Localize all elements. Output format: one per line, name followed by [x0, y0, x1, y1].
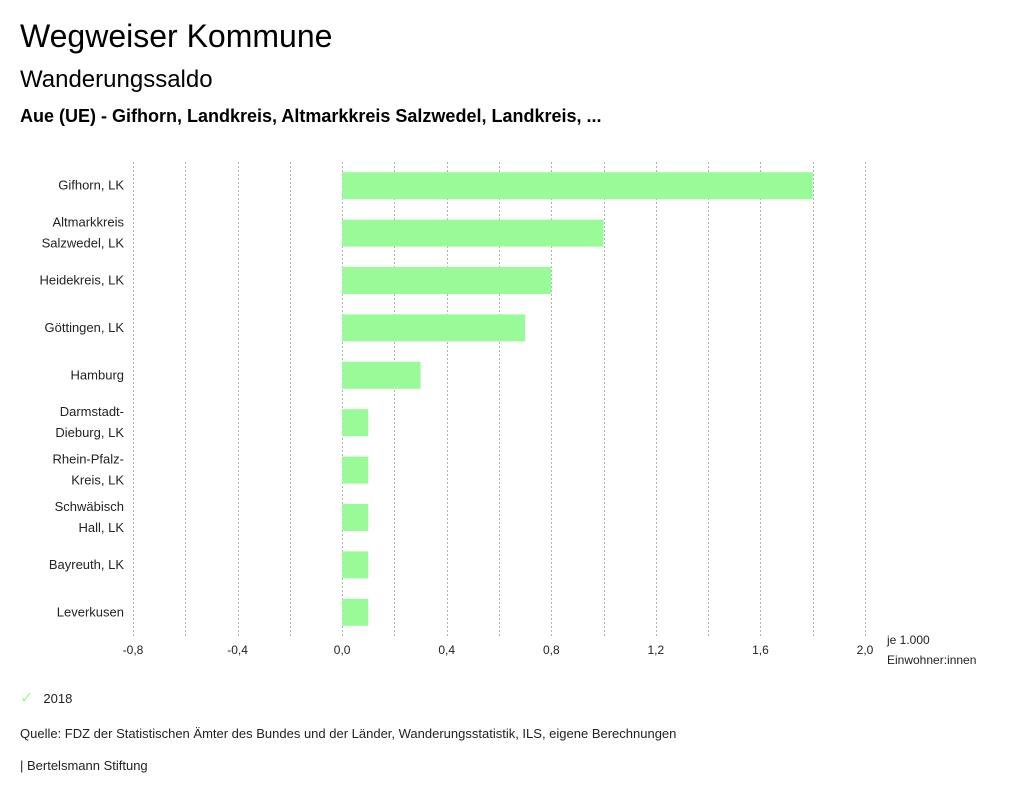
bars: [342, 172, 813, 626]
chart-subtitle: Wanderungssaldo: [20, 66, 213, 93]
category-label: Hamburg: [71, 367, 124, 382]
bar: [342, 551, 369, 579]
category-label: Altmarkkreis: [52, 215, 124, 230]
check-icon[interactable]: ✓: [20, 690, 34, 707]
credit-note: | Bertelsmann Stiftung: [20, 758, 148, 773]
category-label: Bayreuth, LK: [49, 557, 124, 572]
x-tick-label: 1,2: [648, 643, 665, 657]
category-label: Salzwedel, LK: [42, 236, 125, 251]
source-note: Quelle: FDZ der Statistischen Ämter des …: [20, 726, 677, 741]
grid-lines: [133, 162, 866, 636]
category-label: Rhein-Pfalz-: [52, 452, 124, 467]
category-label: Göttingen, LK: [45, 320, 125, 335]
bar: [342, 409, 369, 437]
x-tick-label: 0,8: [543, 643, 560, 657]
x-tick-label: -0,4: [227, 643, 248, 657]
bar: [342, 598, 369, 626]
x-tick-label: 1,6: [752, 643, 769, 657]
x-tick-label: -0,8: [123, 643, 144, 657]
region-label: Aue (UE) - Gifhorn, Landkreis, Altmarkkr…: [20, 106, 602, 126]
category-label: Darmstadt-: [60, 404, 124, 419]
legend-label-2018: 2018: [43, 690, 73, 706]
page-title: Wegweiser Kommune: [20, 18, 333, 54]
x-tick-label: 0,0: [334, 643, 351, 657]
bar: [342, 314, 526, 342]
category-label: Dieburg, LK: [55, 425, 124, 440]
bar: [342, 504, 369, 531]
category-label: Schwäbisch: [55, 499, 124, 514]
legend[interactable]: ✓ 2018: [20, 688, 72, 708]
category-label: Hall, LK: [78, 520, 124, 535]
bar-chart: Gifhorn, LK Altmarkkreis Salzwedel, LK Heid…: [39, 162, 874, 657]
bar: [342, 456, 369, 484]
bar: [342, 172, 813, 200]
bar: [342, 267, 552, 294]
unit-label-line-1: je 1.000: [887, 633, 930, 647]
category-label: Gifhorn, LK: [58, 178, 124, 193]
category-label: Kreis, LK: [71, 473, 124, 488]
x-tick-label: 2,0: [857, 643, 874, 657]
unit-label-line-2: Einwohner:innen: [887, 653, 977, 667]
category-label: Heidekreis, LK: [39, 273, 124, 288]
bar: [342, 219, 604, 247]
x-tick-label: 0,4: [438, 643, 455, 657]
bar: [342, 361, 421, 389]
category-label: Leverkusen: [57, 604, 124, 619]
unit-label: je 1.000 Einwohner:innen: [887, 630, 976, 670]
category-labels: Gifhorn, LK Altmarkkreis Salzwedel, LK Heid…: [39, 178, 124, 620]
x-axis-tick-labels: -0,8 -0,4 0,0 0,4 0,8 1,2 1,6 2,0: [123, 643, 874, 657]
